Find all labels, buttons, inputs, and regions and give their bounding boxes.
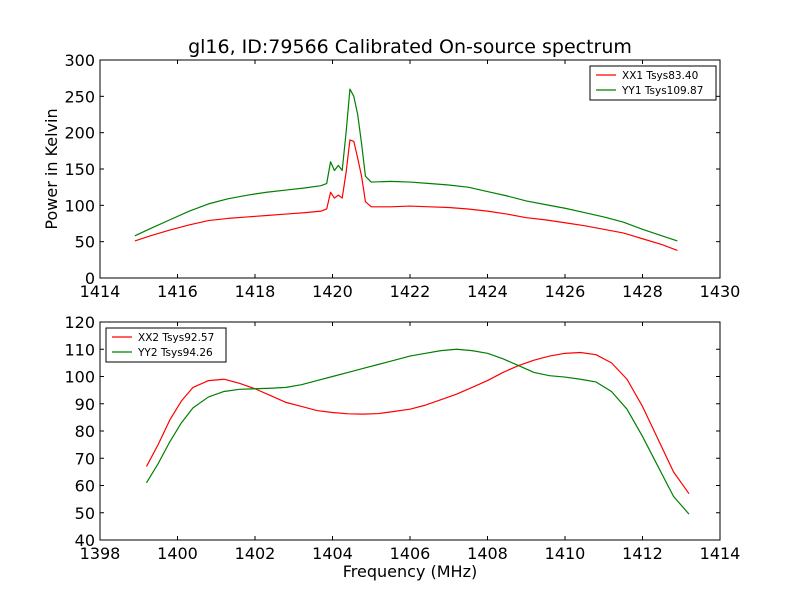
plot-bottom-ytick-label: 110 (64, 340, 95, 359)
plot-bottom-ytick-label: 50 (75, 504, 95, 523)
plot-bottom-frame (99, 321, 721, 541)
plot-top-legend-label: XX1 Tsys83.40 (622, 70, 698, 82)
figure-title: gl16, ID:79566 Calibrated On-source spec… (188, 36, 632, 58)
plot-top-series-line-2 (134, 88, 678, 242)
plot-bottom-series-line-2 (145, 348, 690, 515)
plot-bottom-ytick-label: 70 (75, 449, 95, 468)
plot-bottom-xtick-label: 1398 (80, 544, 121, 563)
plot-bottom-xtick-label: 1414 (700, 544, 741, 563)
plot-bottom-ytick-label: 40 (75, 531, 95, 550)
plot-bottom-xtick-label: 1410 (545, 544, 586, 563)
plot-bottom-xlabel: Frequency (MHz) (343, 562, 477, 581)
plot-bottom-ytick-label: 120 (64, 313, 95, 332)
plot-bottom-ytick-label: 100 (64, 368, 95, 387)
plot-top-legend-box (589, 65, 717, 101)
plot-bottom-xtick-label: 1404 (312, 544, 353, 563)
plot-top-ytick-label: 300 (64, 51, 95, 70)
plot-top-xtick-label: 1416 (157, 282, 198, 301)
plot-top-xtick-label: 1414 (80, 282, 121, 301)
plot-top-xtick-label: 1418 (235, 282, 276, 301)
plot-bottom-ytick-label: 80 (75, 422, 95, 441)
plot-top-xtick-label: 1426 (545, 282, 586, 301)
plot-bottom-legend-label: XX2 Tsys92.57 (138, 332, 214, 344)
plot-bottom-ytick-label: 90 (75, 395, 95, 414)
plot-top-ytick-label: 250 (64, 87, 95, 106)
plot-bottom-series (145, 348, 690, 515)
plot-top-xtick-label: 1430 (700, 282, 741, 301)
plot-top-series-line-1 (134, 139, 678, 251)
plot-top-legend: XX1 Tsys83.40 YY1 Tsys109.87 (589, 65, 717, 101)
plot-bottom-legend-box (105, 327, 227, 363)
plot-bottom: 1398 1400 1402 1404 1406 1408 1410 1412 1414 40 50… (64, 313, 740, 581)
plot-top-xtick-label: 1424 (467, 282, 508, 301)
plot-bottom-legend: XX2 Tsys92.57 YY2 Tsys94.26 (105, 327, 227, 363)
plot-bottom-series-line-1 (145, 351, 690, 495)
plot-top: 1414 1416 1418 1420 1422 1424 1426 1428 1430 0 50 1… (42, 51, 740, 301)
plot-bottom-ticks: 1398 1400 1402 1404 1406 1408 1410 1412 1414 40 50… (64, 313, 740, 563)
plot-top-xtick-label: 1422 (390, 282, 431, 301)
plot-top-ylabel: Power in Kelvin (42, 108, 61, 229)
plot-bottom-xtick-label: 1406 (390, 544, 431, 563)
plot-bottom-xtick-label: 1402 (235, 544, 276, 563)
plot-top-ytick-label: 150 (64, 160, 95, 179)
plot-top-frame (99, 59, 721, 279)
plot-top-ytick-label: 50 (75, 233, 95, 252)
plot-bottom-xtick-label: 1412 (622, 544, 663, 563)
plot-top-ytick-label: 0 (85, 269, 95, 288)
plot-top-xtick-label: 1428 (622, 282, 663, 301)
plot-top-series (134, 88, 678, 251)
plot-top-ticks: 1414 1416 1418 1420 1422 1424 1426 1428 1430 0 50 1… (64, 51, 740, 301)
plot-top-ytick-label: 100 (64, 196, 95, 215)
plot-bottom-ytick-label: 60 (75, 477, 95, 496)
plot-top-legend-label: YY1 Tsys109.87 (621, 85, 703, 97)
plot-bottom-xtick-label: 1408 (467, 544, 508, 563)
plot-bottom-xtick-label: 1400 (157, 544, 198, 563)
plot-top-ytick-label: 200 (64, 124, 95, 143)
plot-top-xtick-label: 1420 (312, 282, 353, 301)
plot-bottom-legend-label: YY2 Tsys94.26 (137, 347, 213, 359)
